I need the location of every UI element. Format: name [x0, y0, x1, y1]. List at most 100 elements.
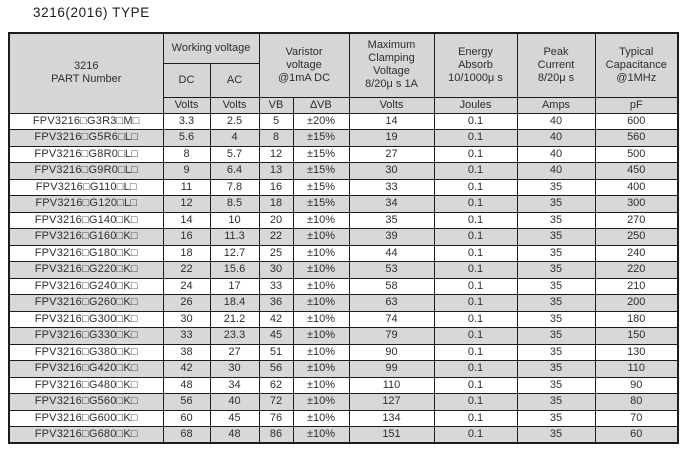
capacitance-cell: 150 [594, 327, 679, 345]
header-max-clamping-voltage: Maximum Clamping Voltage 8/20μ s 1A [348, 32, 435, 98]
delta-vb-cell: ±10% [292, 409, 350, 427]
unit-ac-volts: Volts [209, 96, 260, 114]
capacitance-cell: 80 [594, 393, 679, 411]
part-number-cell: FPV3216□G220□K□ [8, 261, 164, 279]
ac-volts-cell: 40 [209, 393, 260, 411]
dc-volts-cell: 48 [162, 376, 211, 394]
table-row: FPV3216□G380□K□ 38 27 51 ±10% 90 0.1 35 130 [8, 343, 679, 361]
peak-current-cell: 35 [516, 310, 596, 328]
table-row: FPV3216□G120□L□ 12 8.5 18 ±15% 34 0.1 35 300 [8, 195, 679, 213]
clamping-voltage-cell: 53 [348, 261, 435, 279]
table-row: FPV3216□G160□K□ 16 11.3 22 ±10% 39 0.1 35 250 [8, 228, 679, 246]
peak-current-cell: 35 [516, 409, 596, 427]
table-row: FPV3216□G260□K□ 26 18.4 36 ±10% 63 0.1 35 200 [8, 294, 679, 312]
dc-volts-cell: 56 [162, 393, 211, 411]
clamping-voltage-cell: 39 [348, 228, 435, 246]
part-number-cell: FPV3216□G560□K□ [8, 393, 164, 411]
capacitance-cell: 220 [594, 261, 679, 279]
capacitance-cell: 200 [594, 294, 679, 312]
clamping-voltage-cell: 99 [348, 360, 435, 378]
table-row: FPV3216□G3R3□M□ 3.3 2.5 5 ±20% 14 0.1 40 600 [8, 112, 679, 130]
delta-vb-cell: ±10% [292, 261, 350, 279]
table-row: FPV3216□G480□K□ 48 34 62 ±10% 110 0.1 35 90 [8, 376, 679, 394]
dc-volts-cell: 30 [162, 310, 211, 328]
capacitance-cell: 110 [594, 360, 679, 378]
clamping-voltage-cell: 58 [348, 277, 435, 295]
part-number-cell: FPV3216□G680□K□ [8, 426, 164, 444]
table-row: FPV3216□G180□K□ 18 12.7 25 ±10% 44 0.1 35 240 [8, 244, 679, 262]
table-row: FPV3216□G420□K□ 42 30 56 ±10% 99 0.1 35 110 [8, 360, 679, 378]
dc-volts-cell: 42 [162, 360, 211, 378]
energy-cell: 0.1 [433, 393, 518, 411]
vb-cell: 13 [258, 162, 294, 180]
vb-cell: 20 [258, 211, 294, 229]
delta-vb-cell: ±10% [292, 327, 350, 345]
peak-current-cell: 40 [516, 129, 596, 147]
ac-volts-cell: 6.4 [209, 162, 260, 180]
vb-cell: 33 [258, 277, 294, 295]
part-number-cell: FPV3216□G3R3□M□ [8, 112, 164, 130]
unit-vb: VB [258, 96, 294, 114]
table-row: FPV3216□G5R6□L□ 5.6 4 8 ±15% 19 0.1 40 560 [8, 129, 679, 147]
vb-cell: 12 [258, 145, 294, 163]
energy-cell: 0.1 [433, 294, 518, 312]
dc-volts-cell: 11 [162, 178, 211, 196]
part-number-cell: FPV3216□G260□K□ [8, 294, 164, 312]
ac-volts-cell: 23.3 [209, 327, 260, 345]
energy-cell: 0.1 [433, 178, 518, 196]
capacitance-cell: 130 [594, 343, 679, 361]
delta-vb-cell: ±10% [292, 228, 350, 246]
part-number-cell: FPV3216□G8R0□L□ [8, 145, 164, 163]
table-row: FPV3216□G140□K□ 14 10 20 ±10% 35 0.1 35 270 [8, 211, 679, 229]
capacitance-cell: 600 [594, 112, 679, 130]
unit-pf: pF [594, 96, 679, 114]
delta-vb-cell: ±10% [292, 343, 350, 361]
capacitance-cell: 70 [594, 409, 679, 427]
vb-cell: 51 [258, 343, 294, 361]
delta-vb-cell: ±15% [292, 129, 350, 147]
energy-cell: 0.1 [433, 162, 518, 180]
clamping-voltage-cell: 127 [348, 393, 435, 411]
capacitance-cell: 180 [594, 310, 679, 328]
table-row: FPV3216□G330□K□ 33 23.3 45 ±10% 79 0.1 35 150 [8, 327, 679, 345]
peak-current-cell: 35 [516, 195, 596, 213]
header-working-voltage: Working voltage [162, 32, 260, 64]
header-typical-capacitance: Typical Capacitance @1MHz [594, 32, 679, 98]
peak-current-cell: 40 [516, 162, 596, 180]
capacitance-cell: 270 [594, 211, 679, 229]
clamping-voltage-cell: 33 [348, 178, 435, 196]
part-number-cell: FPV3216□G140□K□ [8, 211, 164, 229]
energy-cell: 0.1 [433, 310, 518, 328]
unit-joules: Joules [433, 96, 518, 114]
peak-current-cell: 35 [516, 277, 596, 295]
vb-cell: 36 [258, 294, 294, 312]
dc-volts-cell: 3.3 [162, 112, 211, 130]
ac-volts-cell: 4 [209, 129, 260, 147]
dc-volts-cell: 38 [162, 343, 211, 361]
part-number-cell: FPV3216□G110□L□ [8, 178, 164, 196]
vb-cell: 72 [258, 393, 294, 411]
energy-cell: 0.1 [433, 228, 518, 246]
energy-cell: 0.1 [433, 360, 518, 378]
part-number-cell: FPV3216□G420□K□ [8, 360, 164, 378]
capacitance-cell: 250 [594, 228, 679, 246]
part-number-cell: FPV3216□G240□K□ [8, 277, 164, 295]
dc-volts-cell: 22 [162, 261, 211, 279]
vb-cell: 56 [258, 360, 294, 378]
delta-vb-cell: ±10% [292, 211, 350, 229]
clamping-voltage-cell: 35 [348, 211, 435, 229]
vb-cell: 5 [258, 112, 294, 130]
part-number-cell: FPV3216□G9R0□L□ [8, 162, 164, 180]
energy-cell: 0.1 [433, 426, 518, 444]
delta-vb-cell: ±20% [292, 112, 350, 130]
table-row: FPV3216□G8R0□L□ 8 5.7 12 ±15% 27 0.1 40 500 [8, 145, 679, 163]
page-title: 3216(2016) TYPE [33, 5, 150, 20]
table-row: FPV3216□G110□L□ 11 7.8 16 ±15% 33 0.1 35 400 [8, 178, 679, 196]
energy-cell: 0.1 [433, 129, 518, 147]
vb-cell: 30 [258, 261, 294, 279]
peak-current-cell: 40 [516, 145, 596, 163]
delta-vb-cell: ±15% [292, 195, 350, 213]
peak-current-cell: 40 [516, 112, 596, 130]
vb-cell: 8 [258, 129, 294, 147]
clamping-voltage-cell: 110 [348, 376, 435, 394]
